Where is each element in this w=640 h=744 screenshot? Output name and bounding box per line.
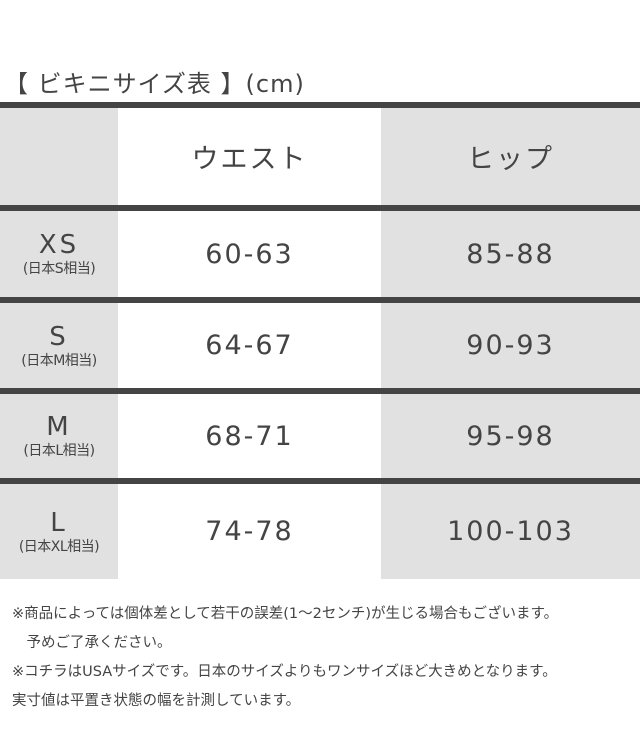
note-line: ※商品によっては個体差として若干の誤差(1〜2センチ)が生じる場合もございます。: [12, 606, 559, 622]
size-cell: XS (日本S相当): [0, 211, 118, 297]
jp-size-label: (日本L相当): [23, 443, 95, 459]
size-cell: M (日本L相当): [0, 394, 118, 478]
header-hip: ヒップ: [381, 108, 640, 205]
divider: [0, 205, 640, 211]
hip-cell: 100-103: [381, 484, 640, 579]
notes: ※商品によっては個体差として若干の誤差(1〜2センチ)が生じる場合もございます。…: [12, 600, 558, 716]
divider: [0, 297, 640, 303]
divider: [0, 388, 640, 394]
header-waist: ウエスト: [118, 108, 381, 205]
jp-size-label: (日本M相当): [21, 352, 97, 369]
header-corner: [0, 108, 118, 205]
size-label: XS: [38, 230, 80, 260]
size-cell: L (日本XL相当): [0, 484, 118, 579]
table-row: S (日本M相当) 64-67 90-93: [0, 303, 640, 388]
size-cell: S (日本M相当): [0, 303, 118, 388]
waist-cell: 64-67: [118, 303, 381, 388]
waist-cell: 74-78: [118, 484, 381, 579]
note-line: ※コチラはUSAサイズです。日本のサイズよりもワンサイズほど大きめとなります。: [12, 664, 557, 680]
hip-cell: 95-98: [381, 394, 640, 478]
hip-cell: 85-88: [381, 211, 640, 297]
note-line: 実寸値は平置き状態の幅を計測しています。: [12, 693, 301, 709]
table-row: XS (日本S相当) 60-63 85-88: [0, 211, 640, 297]
waist-cell: 68-71: [118, 394, 381, 478]
size-label: L: [50, 507, 68, 538]
waist-cell: 60-63: [118, 211, 381, 297]
table-row: L (日本XL相当) 74-78 100-103: [0, 484, 640, 579]
jp-size-label: (日本S相当): [22, 261, 96, 277]
jp-size-label: (日本XL相当): [18, 538, 100, 555]
note-line: 予めご了承ください。: [12, 635, 172, 651]
divider: [0, 102, 640, 108]
table-title: 【 ビキニサイズ表 】(cm): [4, 70, 305, 98]
divider: [0, 478, 640, 484]
table-row: M (日本L相当) 68-71 95-98: [0, 394, 640, 478]
size-label: M: [46, 412, 72, 442]
size-label: S: [49, 321, 69, 352]
hip-cell: 90-93: [381, 303, 640, 388]
header-row: ウエスト ヒップ: [0, 108, 640, 205]
